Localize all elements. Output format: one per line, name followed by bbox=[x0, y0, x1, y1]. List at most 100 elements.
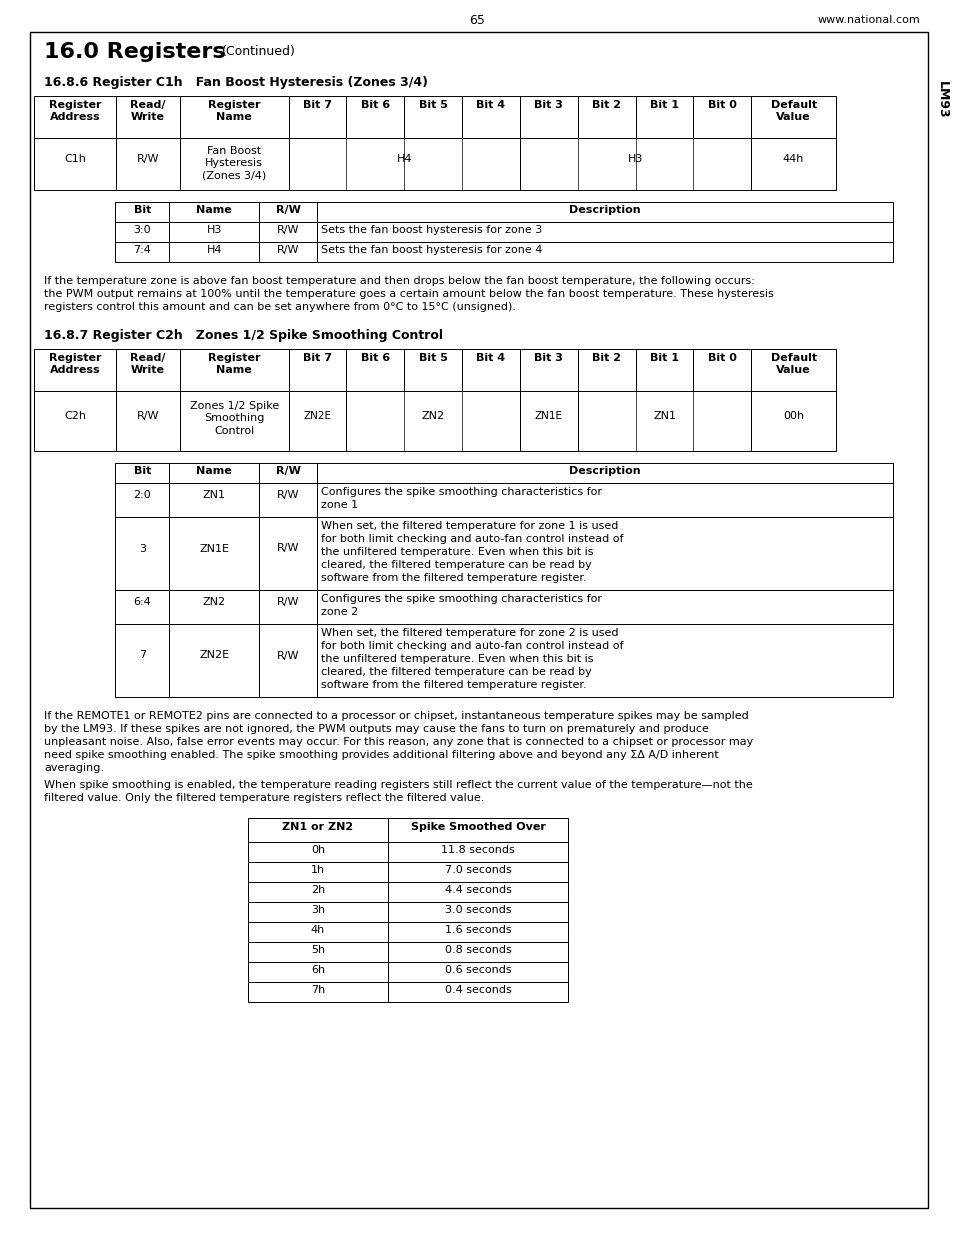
Text: Zones 1/2 Spike
Smoothing
Control: Zones 1/2 Spike Smoothing Control bbox=[190, 401, 278, 436]
Bar bbox=[388, 923, 567, 942]
Text: registers control this amount and can be set anywhere from 0°C to 15°C (unsigned: registers control this amount and can be… bbox=[44, 303, 516, 312]
Text: Bit 5: Bit 5 bbox=[418, 100, 447, 110]
Text: the unfiltered temperature. Even when this bit is: the unfiltered temperature. Even when th… bbox=[321, 547, 593, 557]
Bar bbox=[388, 882, 567, 902]
Bar bbox=[258, 463, 317, 483]
Text: ZN2E: ZN2E bbox=[303, 411, 331, 421]
Bar bbox=[258, 242, 317, 262]
Bar bbox=[34, 350, 115, 391]
Text: 0.4 seconds: 0.4 seconds bbox=[444, 986, 511, 995]
Bar bbox=[115, 517, 170, 590]
Text: 3.0 seconds: 3.0 seconds bbox=[444, 905, 511, 915]
Bar bbox=[248, 882, 388, 902]
Bar bbox=[317, 222, 892, 242]
Bar bbox=[578, 96, 635, 138]
Text: 6h: 6h bbox=[311, 965, 325, 974]
Bar bbox=[317, 517, 892, 590]
Text: R/W: R/W bbox=[276, 597, 299, 606]
Text: Sets the fan boost hysteresis for zone 3: Sets the fan boost hysteresis for zone 3 bbox=[321, 225, 542, 235]
Bar bbox=[34, 96, 115, 138]
Text: unpleasant noise. Also, false error events may occur. For this reason, any zone : unpleasant noise. Also, false error even… bbox=[44, 737, 753, 747]
Text: Name: Name bbox=[196, 205, 232, 215]
Bar bbox=[115, 391, 180, 451]
Bar bbox=[170, 517, 258, 590]
Bar bbox=[170, 203, 258, 222]
Bar bbox=[346, 96, 404, 138]
Text: 16.8.6 Register C1h   Fan Boost Hysteresis (Zones 3/4): 16.8.6 Register C1h Fan Boost Hysteresis… bbox=[44, 77, 428, 89]
Text: C2h: C2h bbox=[64, 411, 86, 421]
Text: Description: Description bbox=[569, 205, 640, 215]
Text: Bit 3: Bit 3 bbox=[534, 100, 562, 110]
Text: Configures the spike smoothing characteristics for: Configures the spike smoothing character… bbox=[321, 594, 601, 604]
Text: zone 1: zone 1 bbox=[321, 500, 358, 510]
Bar bbox=[34, 391, 115, 451]
Text: software from the filtered temperature register.: software from the filtered temperature r… bbox=[321, 680, 586, 690]
Text: Default
Value: Default Value bbox=[770, 100, 816, 122]
Text: R/W: R/W bbox=[276, 651, 299, 661]
Text: need spike smoothing enabled. The spike smoothing provides additional filtering : need spike smoothing enabled. The spike … bbox=[44, 750, 718, 760]
Text: 0.8 seconds: 0.8 seconds bbox=[444, 945, 511, 955]
Text: When set, the filtered temperature for zone 2 is used: When set, the filtered temperature for z… bbox=[321, 629, 618, 638]
Bar bbox=[258, 624, 317, 697]
Text: the unfiltered temperature. Even when this bit is: the unfiltered temperature. Even when th… bbox=[321, 655, 593, 664]
Bar bbox=[388, 842, 567, 862]
Text: R/W: R/W bbox=[275, 205, 300, 215]
Bar bbox=[248, 923, 388, 942]
Text: Spike Smoothed Over: Spike Smoothed Over bbox=[410, 823, 545, 832]
Text: 1h: 1h bbox=[311, 864, 325, 876]
Text: R/W: R/W bbox=[276, 225, 299, 235]
Text: Read/
Write: Read/ Write bbox=[130, 353, 166, 375]
Bar bbox=[317, 203, 892, 222]
Bar bbox=[170, 590, 258, 624]
Bar bbox=[115, 138, 180, 190]
Text: ZN1: ZN1 bbox=[202, 490, 226, 500]
Text: 0h: 0h bbox=[311, 845, 325, 855]
Bar bbox=[317, 590, 892, 624]
Bar bbox=[388, 942, 567, 962]
Text: ZN2E: ZN2E bbox=[199, 651, 229, 661]
Bar bbox=[115, 463, 170, 483]
Text: Name: Name bbox=[196, 466, 232, 475]
Bar bbox=[388, 982, 567, 1002]
Text: 3: 3 bbox=[138, 543, 146, 553]
Text: Bit 7: Bit 7 bbox=[303, 100, 332, 110]
Text: R/W: R/W bbox=[276, 245, 299, 254]
Bar bbox=[751, 391, 835, 451]
Text: Bit 5: Bit 5 bbox=[418, 353, 447, 363]
Bar bbox=[248, 982, 388, 1002]
Text: filtered value. Only the filtered temperature registers reflect the filtered val: filtered value. Only the filtered temper… bbox=[44, 793, 484, 803]
Bar bbox=[248, 902, 388, 923]
Text: the PWM output remains at 100% until the temperature goes a certain amount below: the PWM output remains at 100% until the… bbox=[44, 289, 773, 299]
Bar bbox=[519, 391, 578, 451]
Bar bbox=[258, 203, 317, 222]
Bar bbox=[346, 391, 519, 451]
Text: Bit 2: Bit 2 bbox=[592, 100, 620, 110]
Text: 44h: 44h bbox=[782, 154, 803, 164]
Text: When spike smoothing is enabled, the temperature reading registers still reflect: When spike smoothing is enabled, the tem… bbox=[44, 781, 752, 790]
Bar bbox=[317, 624, 892, 697]
Bar bbox=[693, 96, 751, 138]
Text: Bit 6: Bit 6 bbox=[360, 100, 390, 110]
Text: Read/
Write: Read/ Write bbox=[130, 100, 166, 122]
Text: R/W: R/W bbox=[136, 154, 159, 164]
Text: Bit 2: Bit 2 bbox=[592, 353, 620, 363]
Text: H4: H4 bbox=[206, 245, 222, 254]
Text: C1h: C1h bbox=[64, 154, 86, 164]
Bar bbox=[115, 203, 170, 222]
Bar bbox=[115, 222, 170, 242]
Text: 1.6 seconds: 1.6 seconds bbox=[444, 925, 511, 935]
Bar bbox=[115, 624, 170, 697]
Bar bbox=[461, 350, 519, 391]
Text: Register
Name: Register Name bbox=[208, 353, 260, 375]
Bar bbox=[388, 862, 567, 882]
Bar bbox=[751, 350, 835, 391]
Text: 4.4 seconds: 4.4 seconds bbox=[444, 885, 511, 895]
Bar bbox=[635, 350, 693, 391]
Bar bbox=[170, 483, 258, 517]
Bar bbox=[288, 138, 519, 190]
Text: Bit 1: Bit 1 bbox=[649, 100, 679, 110]
Bar bbox=[258, 483, 317, 517]
Text: Bit 7: Bit 7 bbox=[303, 353, 332, 363]
Bar bbox=[317, 463, 892, 483]
Text: When set, the filtered temperature for zone 1 is used: When set, the filtered temperature for z… bbox=[321, 521, 618, 531]
